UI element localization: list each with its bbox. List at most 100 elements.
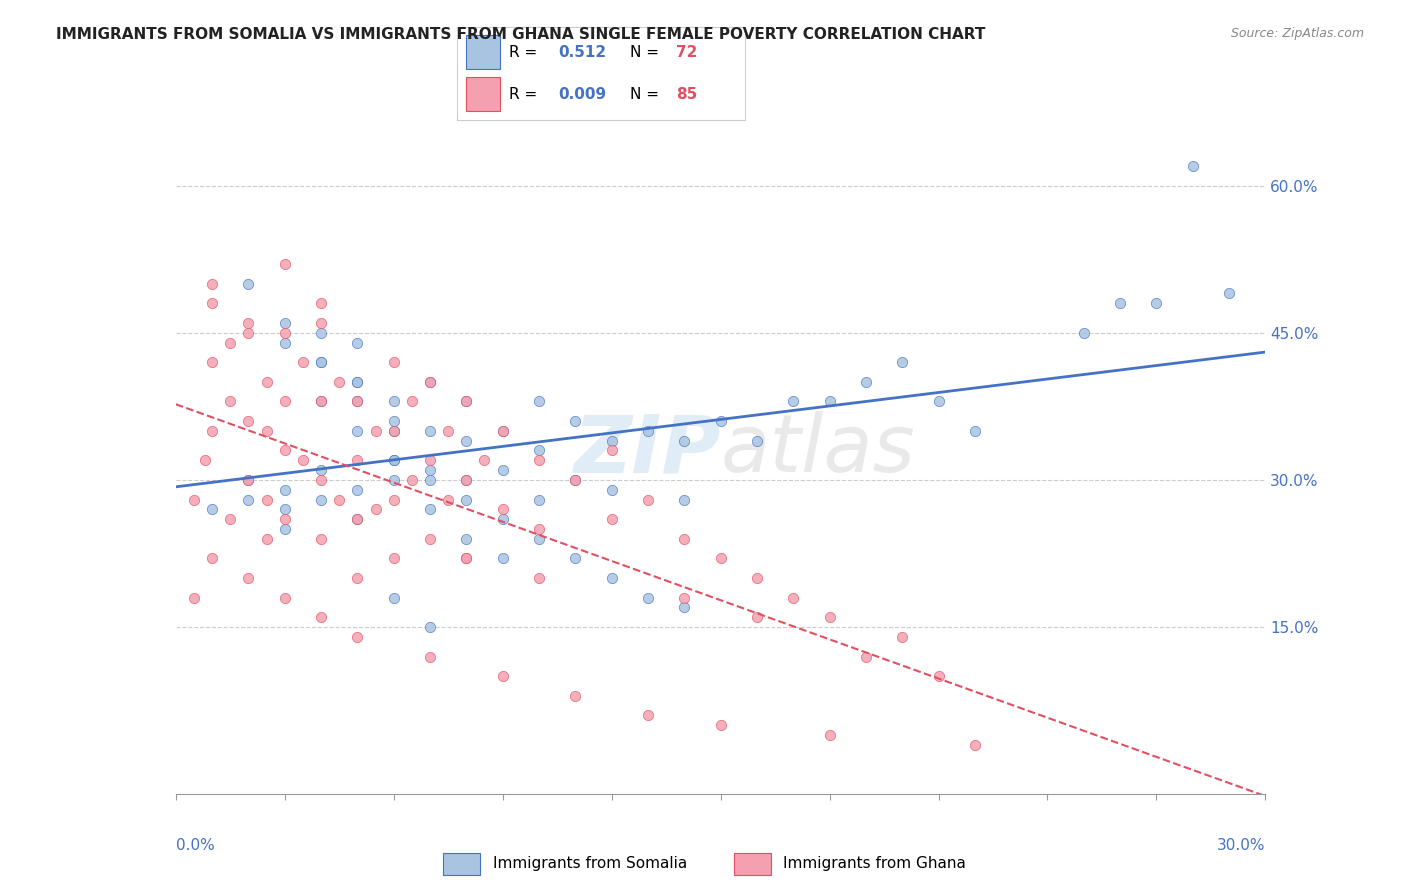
Point: [1181, 159, 1204, 173]
Point: [219, 335, 242, 350]
Point: [328, 492, 350, 507]
FancyBboxPatch shape: [465, 78, 501, 111]
Point: [818, 394, 841, 409]
Point: [600, 571, 623, 585]
Point: [456, 473, 478, 487]
Point: [963, 424, 986, 438]
Point: [492, 424, 515, 438]
Point: [309, 355, 332, 369]
Text: 72: 72: [676, 45, 697, 60]
Point: [238, 326, 260, 340]
Point: [600, 512, 623, 526]
Point: [492, 512, 515, 526]
Point: [492, 669, 515, 683]
Point: [1218, 286, 1240, 301]
Point: [673, 600, 696, 615]
Point: [456, 394, 478, 409]
Point: [600, 483, 623, 497]
FancyBboxPatch shape: [443, 853, 481, 875]
Point: [256, 375, 278, 389]
Point: [673, 492, 696, 507]
Point: [637, 708, 659, 723]
Point: [201, 355, 224, 369]
Point: [382, 453, 405, 467]
Text: R =: R =: [509, 87, 537, 102]
Point: [745, 434, 768, 448]
Point: [219, 512, 242, 526]
Point: [745, 610, 768, 624]
Point: [328, 375, 350, 389]
Text: atlas: atlas: [721, 411, 915, 490]
Point: [419, 375, 441, 389]
Text: Source: ZipAtlas.com: Source: ZipAtlas.com: [1230, 27, 1364, 40]
Point: [419, 453, 441, 467]
Point: [419, 424, 441, 438]
Point: [456, 551, 478, 566]
Point: [346, 394, 368, 409]
Point: [419, 532, 441, 546]
Point: [201, 277, 224, 291]
Text: 0.512: 0.512: [558, 45, 606, 60]
Point: [274, 522, 297, 536]
Point: [492, 463, 515, 477]
Point: [382, 453, 405, 467]
Point: [274, 443, 297, 458]
Text: ZIP: ZIP: [574, 411, 721, 490]
Point: [527, 532, 550, 546]
Point: [238, 571, 260, 585]
Point: [382, 424, 405, 438]
Point: [274, 326, 297, 340]
Point: [274, 316, 297, 330]
Point: [710, 718, 733, 732]
Point: [256, 424, 278, 438]
Point: [564, 689, 586, 703]
FancyBboxPatch shape: [465, 35, 501, 69]
Point: [364, 502, 387, 516]
Point: [309, 492, 332, 507]
Point: [1073, 326, 1095, 340]
Text: Immigrants from Ghana: Immigrants from Ghana: [783, 855, 966, 871]
Point: [291, 355, 314, 369]
Point: [346, 512, 368, 526]
Point: [309, 473, 332, 487]
Point: [437, 492, 460, 507]
Point: [456, 394, 478, 409]
Point: [419, 463, 441, 477]
Point: [309, 326, 332, 340]
Point: [382, 551, 405, 566]
Point: [382, 355, 405, 369]
Point: [492, 502, 515, 516]
Point: [309, 296, 332, 310]
Point: [745, 571, 768, 585]
Point: [309, 394, 332, 409]
Point: [1146, 296, 1168, 310]
Point: [201, 296, 224, 310]
Point: [346, 424, 368, 438]
Point: [963, 738, 986, 752]
Point: [382, 591, 405, 605]
Point: [637, 591, 659, 605]
Point: [673, 532, 696, 546]
Point: [818, 728, 841, 742]
Point: [1109, 296, 1132, 310]
Point: [309, 394, 332, 409]
Point: [346, 394, 368, 409]
Point: [782, 591, 804, 605]
Point: [419, 620, 441, 634]
Point: [309, 355, 332, 369]
Point: [456, 473, 478, 487]
Text: N =: N =: [630, 45, 659, 60]
Point: [527, 453, 550, 467]
Point: [274, 394, 297, 409]
Point: [274, 483, 297, 497]
Point: [309, 532, 332, 546]
Point: [346, 483, 368, 497]
Point: [238, 316, 260, 330]
Point: [382, 414, 405, 428]
Point: [891, 630, 914, 644]
Point: [928, 669, 950, 683]
Point: [274, 335, 297, 350]
Point: [346, 630, 368, 644]
Point: [600, 434, 623, 448]
Text: 30.0%: 30.0%: [1218, 838, 1265, 853]
